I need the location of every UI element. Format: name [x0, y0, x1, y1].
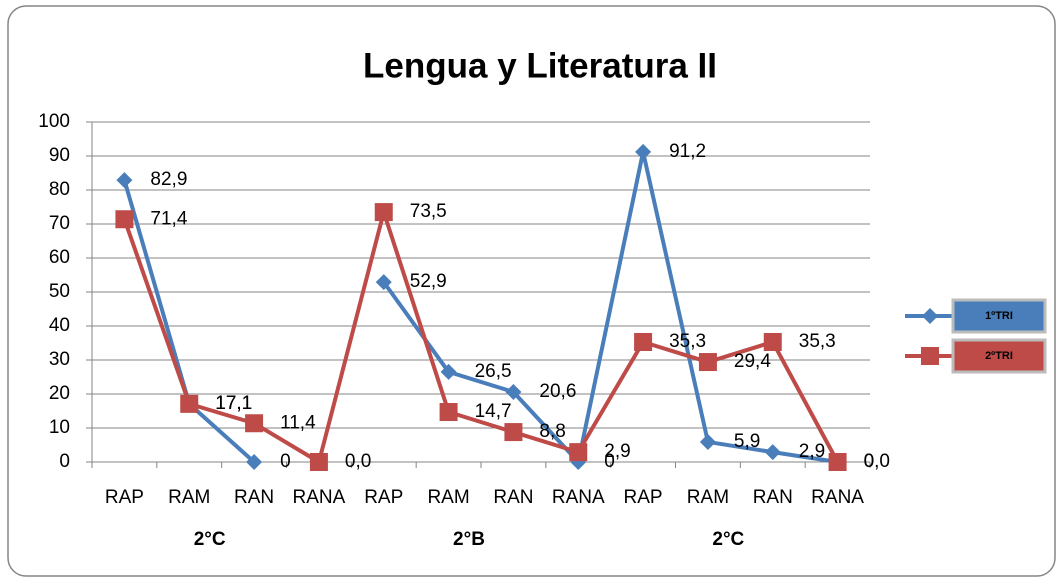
y-tick-label: 0	[59, 451, 70, 472]
data-label: 0	[864, 451, 875, 472]
y-tick-label: 50	[49, 281, 70, 302]
x-tick-label: RAN	[493, 487, 533, 508]
data-label: 0	[604, 451, 615, 472]
marker	[180, 394, 199, 413]
data-label: 71,4	[150, 208, 187, 229]
data-label: 14,7	[475, 401, 512, 422]
marker	[699, 433, 716, 450]
marker	[246, 454, 263, 470]
data-label: 8,8	[539, 421, 565, 442]
x-tick-label: RAP	[105, 487, 144, 508]
marker	[764, 444, 781, 461]
marker	[635, 143, 652, 160]
marker	[505, 383, 522, 400]
data-label: 0,0	[345, 451, 371, 472]
x-tick-label: RAN	[753, 487, 793, 508]
x-tick-label: RAM	[687, 487, 729, 508]
marker	[828, 453, 847, 471]
y-tick-label: 20	[49, 383, 70, 404]
marker	[698, 353, 717, 372]
group-label: 2°C	[194, 529, 226, 550]
marker	[374, 203, 393, 222]
legend-box	[951, 338, 1047, 374]
marker	[763, 332, 782, 351]
marker	[922, 308, 938, 324]
data-label: 35,3	[669, 331, 706, 352]
marker	[569, 443, 588, 462]
data-label: 2,9	[799, 441, 825, 462]
data-label: 11,4	[280, 412, 316, 433]
data-label: 20,6	[539, 381, 576, 402]
data-label: 91,2	[669, 141, 706, 162]
marker	[440, 363, 457, 380]
marker	[115, 210, 134, 229]
y-tick-label: 30	[49, 349, 70, 370]
y-tick-label: 100	[38, 111, 70, 132]
data-label: 26,5	[475, 361, 512, 382]
x-tick-label: RANA	[293, 487, 346, 508]
series-line	[122, 210, 840, 464]
x-tick-label: RAP	[624, 487, 663, 508]
data-label: 17,1	[215, 393, 252, 414]
legend-label: 2ºTRI	[985, 350, 1013, 362]
legend-box	[951, 298, 1047, 334]
chart-title: Lengua y Literatura II	[363, 46, 717, 85]
marker	[504, 423, 523, 442]
x-tick-label: RAM	[168, 487, 210, 508]
marker	[439, 403, 458, 422]
data-label: 5,9	[734, 431, 760, 452]
data-label: 73,5	[410, 201, 447, 222]
data-label: 82,9	[150, 169, 187, 190]
legend-label: 1ºTRI	[985, 310, 1013, 322]
x-tick-label: RAN	[234, 487, 274, 508]
data-label: 2,9	[604, 441, 630, 462]
y-tick-label: 40	[49, 315, 70, 336]
x-tick-label: RAP	[364, 487, 403, 508]
y-tick-label: 70	[49, 213, 70, 234]
x-tick-label: RAM	[427, 487, 469, 508]
x-tick-label: RANA	[552, 487, 605, 508]
group-label: 2°C	[712, 529, 744, 550]
data-label: 17,1	[215, 393, 252, 414]
y-tick-label: 90	[49, 145, 70, 166]
marker	[634, 332, 653, 351]
y-tick-label: 80	[49, 179, 70, 200]
data-label: 29,4	[734, 351, 771, 372]
data-label: 0,0	[864, 451, 890, 472]
x-tick-label: RANA	[811, 487, 864, 508]
marker	[309, 453, 328, 471]
marker	[116, 172, 133, 189]
data-label: 35,3	[799, 331, 836, 352]
marker	[921, 347, 939, 365]
marker	[375, 274, 392, 291]
marker	[245, 414, 264, 433]
data-label: 0	[280, 451, 291, 472]
data-label: 52,9	[410, 271, 447, 292]
group-label: 2°B	[453, 529, 485, 550]
y-tick-label: 60	[49, 247, 70, 268]
y-tick-label: 10	[49, 417, 70, 438]
